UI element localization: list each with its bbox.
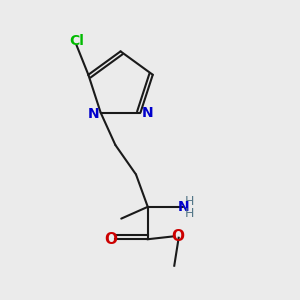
Text: H: H bbox=[185, 195, 194, 208]
Text: N: N bbox=[142, 106, 154, 120]
Text: N: N bbox=[88, 107, 99, 121]
Text: H: H bbox=[185, 207, 194, 220]
Text: Cl: Cl bbox=[69, 34, 84, 48]
Text: O: O bbox=[171, 229, 184, 244]
Text: N: N bbox=[177, 200, 189, 214]
Text: O: O bbox=[104, 232, 118, 247]
